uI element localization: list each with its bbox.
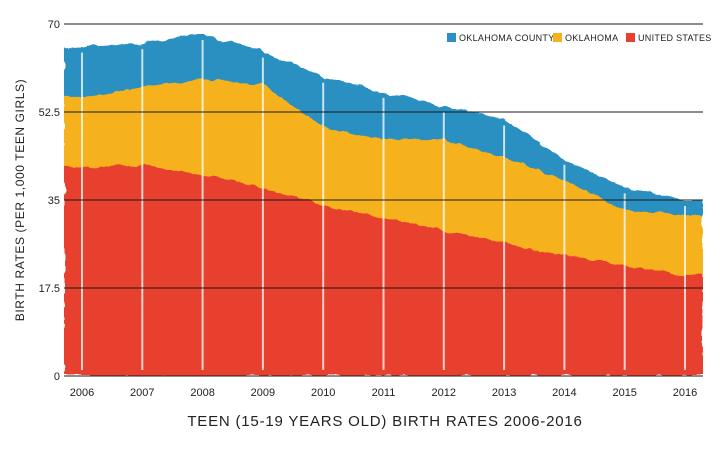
point-oklahoma-county-2012: [442, 103, 446, 107]
x-tick-label: 2009: [251, 387, 275, 399]
y-tick-label: 0: [54, 371, 60, 383]
x-tick-label: 2016: [673, 387, 697, 399]
x-tick-label: 2011: [372, 387, 396, 399]
x-axis-ticks: 2006 2007 2008 2009 2010 2011 2012 2013 2014 2015…: [70, 387, 697, 399]
point-oklahoma-county-2007: [140, 41, 144, 45]
x-tick-label: 2010: [311, 387, 335, 399]
y-axis-label: BIRTH RATES (PER 1,000 TEEN GIRLS): [13, 79, 27, 321]
legend-label-united-states: UNITED STATES: [638, 33, 712, 43]
legend-swatch-oklahoma: [553, 33, 562, 42]
x-tick-label: 2015: [612, 387, 636, 399]
point-oklahoma-county-2015: [623, 185, 627, 189]
legend-swatch-united-states: [626, 33, 635, 42]
x-tick-label: 2012: [432, 387, 456, 399]
x-tick-label: 2014: [552, 387, 576, 399]
y-axis-ticks: 0 17.5 35 52.5 70: [39, 19, 60, 383]
point-oklahoma-county-2013: [502, 118, 506, 122]
legend-swatch-oklahoma-county: [447, 33, 456, 42]
y-tick-label: 35: [48, 195, 60, 207]
y-tick-label: 17.5: [39, 283, 60, 295]
x-tick-label: 2008: [190, 387, 214, 399]
point-oklahoma-county-2010: [321, 75, 325, 79]
x-tick-label: 2006: [70, 387, 94, 399]
y-tick-label: 52.5: [39, 107, 60, 119]
x-tick-label: 2013: [492, 387, 516, 399]
point-oklahoma-county-2008: [201, 32, 205, 36]
legend-label-oklahoma: OKLAHOMA: [565, 33, 618, 43]
chart-title: TEEN (15-19 YEARS OLD) BIRTH RATES 2006-…: [187, 413, 582, 430]
gridlines: [64, 23, 703, 377]
legend-label-oklahoma-county: OKLAHOMA COUNTY: [459, 33, 555, 43]
point-oklahoma-county-2014: [562, 157, 566, 161]
point-oklahoma-county-2006: [80, 45, 84, 49]
y-tick-label: 70: [48, 19, 60, 31]
legend: OKLAHOMA COUNTY OKLAHOMA UNITED STATES: [447, 33, 712, 43]
point-oklahoma-county-2009: [261, 50, 265, 54]
x-tick-label: 2007: [130, 387, 154, 399]
point-oklahoma-county-2011: [382, 90, 386, 94]
